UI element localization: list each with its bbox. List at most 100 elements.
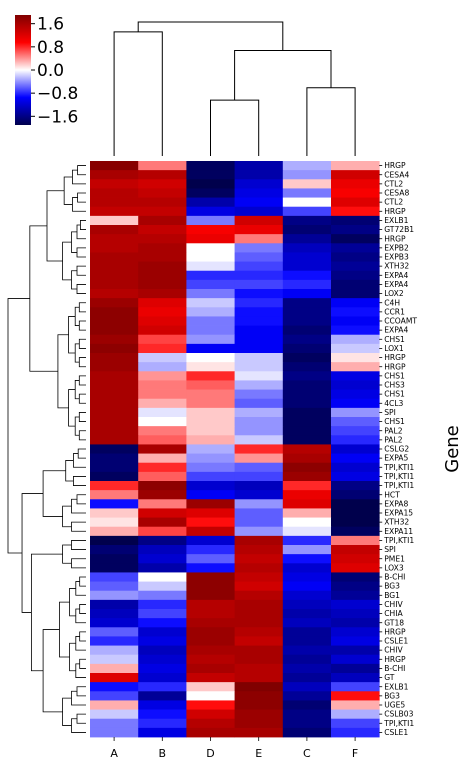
heatmap-cell xyxy=(186,206,235,217)
heatmap-cell xyxy=(90,682,139,692)
heatmap-cell xyxy=(138,700,187,710)
heatmap-cell xyxy=(138,636,187,646)
heatmap-cell xyxy=(90,362,139,372)
heatmap-cell xyxy=(186,234,235,244)
heatmap-cell xyxy=(90,590,139,601)
heatmap-cell xyxy=(90,261,139,272)
heatmap-cell xyxy=(90,609,139,619)
heatmap-cell xyxy=(331,554,380,564)
heatmap-cell xyxy=(186,343,235,354)
heatmap-cell xyxy=(186,453,235,464)
heatmap-cell xyxy=(90,353,139,363)
row-label: EXPA11 xyxy=(384,527,413,536)
heatmap-cell xyxy=(331,261,380,272)
heatmap-cell xyxy=(186,663,235,674)
heatmap-cell xyxy=(282,590,332,601)
row-dendrogram-link xyxy=(78,393,86,404)
row-label: HRGP xyxy=(384,655,406,664)
heatmap-cell xyxy=(90,417,139,427)
row-label: CHS1 xyxy=(384,417,405,426)
heatmap-cell xyxy=(234,481,284,491)
heatmap-cell xyxy=(331,170,380,180)
heatmap-cell xyxy=(282,581,332,592)
row-dendrogram-link xyxy=(62,241,72,281)
row-label: EXLB1 xyxy=(384,682,408,691)
heatmap-cell xyxy=(90,718,139,729)
heatmap-cell xyxy=(90,481,139,491)
heatmap-cell xyxy=(138,161,187,171)
heatmap-cell xyxy=(138,563,187,573)
heatmap-cell xyxy=(138,426,187,436)
column-label: F xyxy=(352,747,358,760)
row-label: CSLB03 xyxy=(384,710,413,719)
heatmap-cell xyxy=(90,307,139,317)
heatmap-cell xyxy=(90,407,139,418)
heatmap-cell xyxy=(331,188,380,198)
heatmap-cell xyxy=(282,700,332,710)
heatmap-cell xyxy=(234,407,284,418)
heatmap-cell xyxy=(186,563,235,573)
heatmap-cell xyxy=(186,691,235,701)
heatmap-cell xyxy=(331,627,380,637)
heatmap-cell xyxy=(331,481,380,491)
heatmap-cell xyxy=(138,682,187,692)
row-dendrogram-link xyxy=(74,380,80,400)
heatmap-cell xyxy=(138,279,187,290)
heatmap-cell xyxy=(186,325,235,336)
row-dendrogram-link xyxy=(71,270,78,290)
row-label: HRGP xyxy=(384,353,406,362)
row-label: HRGP xyxy=(384,161,406,170)
row-dendrogram-link xyxy=(31,553,63,672)
heatmap-cell xyxy=(138,709,187,720)
heatmap-cell xyxy=(138,270,187,281)
heatmap-cell xyxy=(186,535,235,546)
row-label: B-CHI xyxy=(384,573,405,582)
heatmap-cell xyxy=(90,426,139,436)
row-dendrogram-link xyxy=(76,494,86,505)
heatmap-cell xyxy=(282,343,332,354)
heatmap-cell xyxy=(234,709,284,720)
row-label: TPI,KTI1 xyxy=(383,463,414,472)
heatmap-cell xyxy=(234,289,284,299)
row-label: EXLB1 xyxy=(384,216,408,225)
row-dendrogram-link xyxy=(78,320,86,331)
heatmap-cell xyxy=(90,599,139,610)
row-label: PME1 xyxy=(384,554,405,563)
heatmap-cell xyxy=(331,225,380,235)
heatmap-cell xyxy=(138,225,187,235)
heatmap-cell xyxy=(234,389,284,400)
row-label: XTH32 xyxy=(384,518,409,527)
heatmap-cell xyxy=(331,609,380,619)
row-label: CTL2 xyxy=(384,198,403,207)
heatmap-cell xyxy=(186,645,235,656)
row-dendrogram-link xyxy=(79,604,86,614)
heatmap-cell xyxy=(138,535,187,546)
heatmap-cell xyxy=(90,435,139,445)
heatmap-cell xyxy=(186,243,235,253)
heatmap-cell xyxy=(90,673,139,683)
heatmap-cell xyxy=(90,654,139,665)
heatmap-cell xyxy=(282,316,332,326)
heatmap-cell xyxy=(90,618,139,628)
heatmap-cell xyxy=(90,499,139,509)
heatmap-cell xyxy=(234,215,284,226)
heatmap-cell xyxy=(331,243,380,253)
row-dendrogram-link xyxy=(75,663,86,678)
heatmap-cell xyxy=(331,700,380,710)
heatmap-cell xyxy=(331,389,380,400)
row-label: PAL2 xyxy=(384,435,403,444)
heatmap-cell xyxy=(186,673,235,683)
row-label: CSLE1 xyxy=(384,637,408,646)
heatmap-cell xyxy=(90,709,139,720)
row-dendrogram-link xyxy=(80,220,86,230)
row-label: CSLG2 xyxy=(384,445,409,454)
heatmap-cell xyxy=(282,508,332,518)
heatmap-cell xyxy=(90,563,139,573)
heatmap-cell xyxy=(331,197,380,208)
heatmap-cell xyxy=(186,599,235,610)
heatmap-cell xyxy=(282,334,332,345)
row-label: CESA8 xyxy=(384,189,409,198)
heatmap-cell xyxy=(234,590,284,601)
heatmap-cell xyxy=(234,417,284,427)
heatmap-cell xyxy=(282,188,332,198)
